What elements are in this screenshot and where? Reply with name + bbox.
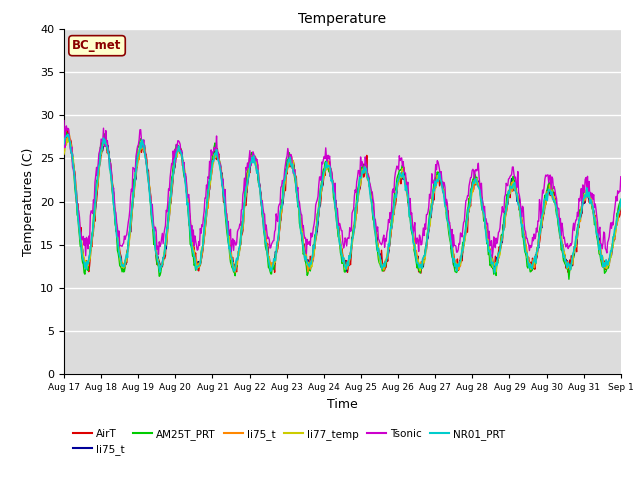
Y-axis label: Temperatures (C): Temperatures (C) (22, 147, 35, 256)
Title: Temperature: Temperature (298, 12, 387, 26)
X-axis label: Time: Time (327, 398, 358, 411)
Legend: AirT, li75_t, AM25T_PRT, li75_t, li77_temp, Tsonic, NR01_PRT: AirT, li75_t, AM25T_PRT, li75_t, li77_te… (69, 424, 509, 459)
Text: BC_met: BC_met (72, 39, 122, 52)
